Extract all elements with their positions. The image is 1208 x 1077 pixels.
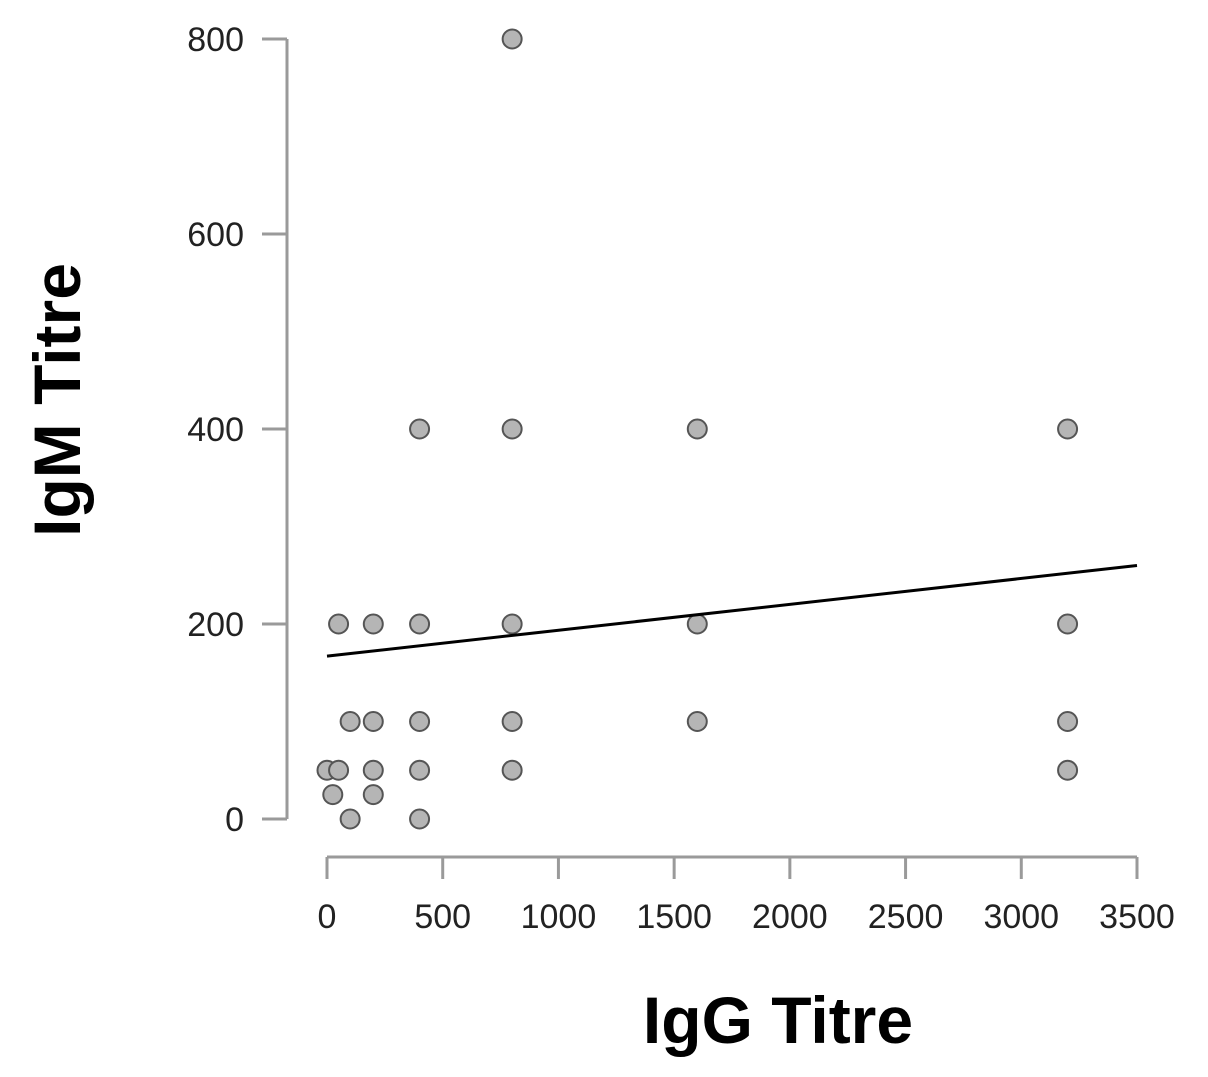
data-point (1057, 759, 1079, 781)
data-point (501, 711, 523, 732)
data-point (362, 613, 384, 635)
data-points (316, 28, 1079, 830)
data-point (339, 711, 361, 732)
y-tick-label: 200 (187, 606, 244, 644)
x-tick-label: 500 (414, 898, 471, 936)
y-axis-title: IgM Titre (20, 263, 94, 537)
data-point (1057, 418, 1079, 440)
x-tick-label: 3500 (1099, 898, 1175, 936)
data-point (1057, 711, 1079, 732)
y-axis: 0 200 400 600 800 (187, 21, 289, 839)
data-point (409, 711, 431, 732)
data-point (362, 759, 384, 781)
data-point (328, 613, 350, 635)
x-tick-label: 3000 (983, 898, 1059, 936)
data-point (362, 784, 384, 806)
x-tick-label: 1000 (521, 898, 597, 936)
data-point (501, 418, 523, 440)
x-axis: 0 500 1000 1500 2000 2500 3000 3500 (318, 855, 1175, 936)
y-ticks: 0 200 400 600 800 (187, 21, 287, 839)
x-tick-label: 2000 (752, 898, 828, 936)
x-tick-label: 1500 (636, 898, 712, 936)
x-ticks: 0 500 1000 1500 2000 2500 3000 3500 (318, 857, 1175, 936)
x-tick-label: 2500 (868, 898, 944, 936)
y-tick-label: 600 (187, 216, 244, 254)
x-axis-title: IgG Titre (643, 983, 913, 1057)
data-point (409, 759, 431, 781)
data-point (328, 759, 350, 781)
data-point (362, 711, 384, 732)
data-point (409, 808, 431, 830)
data-point (686, 418, 708, 440)
data-point (501, 613, 523, 635)
trend-line (326, 564, 1138, 658)
y-tick-label: 0 (225, 801, 244, 839)
data-point (1057, 613, 1079, 635)
y-tick-label: 400 (187, 411, 244, 449)
data-point (339, 808, 361, 830)
data-point (501, 28, 523, 50)
x-tick-label: 0 (318, 898, 337, 936)
data-point (686, 613, 708, 635)
data-point (409, 613, 431, 635)
data-point (686, 711, 708, 732)
data-point (322, 784, 344, 806)
y-tick-label: 800 (187, 21, 244, 59)
data-point (409, 418, 431, 440)
data-point (501, 759, 523, 781)
